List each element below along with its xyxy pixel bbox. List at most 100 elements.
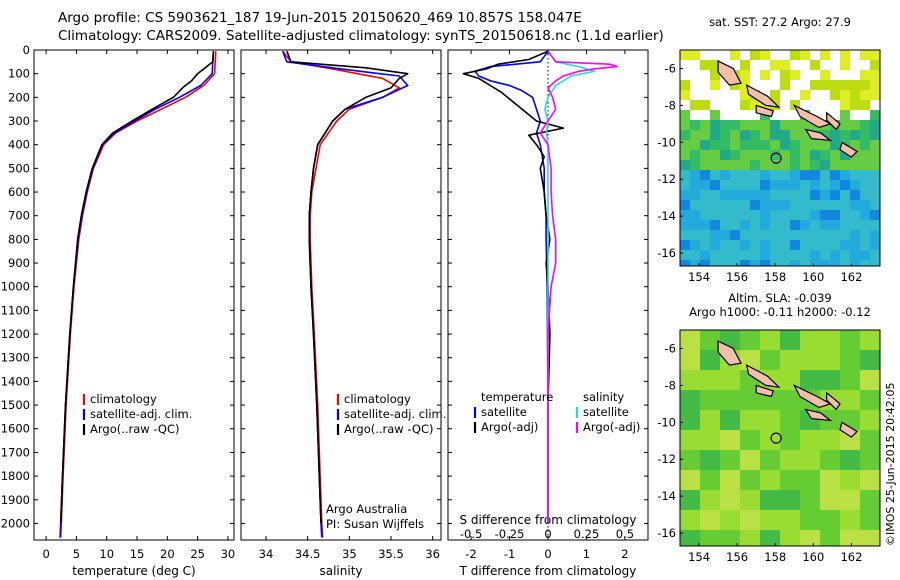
sst-map-cell [790, 120, 800, 130]
sst-map-cell [840, 160, 850, 170]
sst-map-cell [730, 120, 740, 130]
sla-map-cell [760, 530, 780, 546]
header-line-1: Argo profile: CS 5903621_187 19-Jun-2015… [58, 10, 582, 26]
sst-map-cell [800, 140, 810, 150]
sst-map-y-tick-label: -16 [657, 246, 676, 260]
sst-map-cell [740, 140, 750, 150]
sst-map-cell [680, 210, 690, 220]
y-tick-label: 1700 [1, 445, 30, 459]
sst-map-cell [810, 60, 820, 70]
sst-map-cell [720, 250, 730, 260]
sst-map-island [755, 104, 775, 118]
sst-map-cell [740, 260, 750, 266]
y-tick-label: 0 [23, 43, 30, 57]
difference-xlabel: T difference from climatology [459, 564, 637, 578]
sst-map-cell [730, 80, 740, 90]
sst-map-cell [790, 230, 800, 240]
sst-map-cell [850, 250, 860, 260]
sst-map-cell [730, 160, 740, 170]
sst-map-cell [700, 160, 710, 170]
sst-map-cell [860, 70, 870, 80]
sst-map-cell [700, 150, 710, 160]
sst-map-cell [760, 70, 770, 80]
sst-map-cell [750, 230, 760, 240]
sst-map-cell [780, 150, 790, 160]
sst-map-cell [680, 220, 690, 230]
sst-map-cell [820, 80, 830, 90]
x-tick-label: 15 [130, 547, 145, 561]
sla-map-cell [860, 490, 880, 510]
sst-map-cell [730, 230, 740, 240]
sst-map-cell [780, 260, 790, 266]
sst-map-cell [860, 210, 870, 220]
sst-map-cell [760, 50, 770, 60]
sst-map-cell [840, 180, 850, 190]
sst-map-cell [870, 220, 880, 230]
sst-map-cell [690, 230, 700, 240]
sst-map-cell [780, 160, 790, 170]
sst-map-title: sat. SST: 27.2 Argo: 27.9 [709, 15, 851, 29]
y-tick-label: 1200 [1, 327, 30, 341]
sla-map-island [792, 384, 833, 409]
sst-map-cell [780, 170, 790, 180]
sla-map-cell [760, 430, 780, 450]
sst-map-cell [680, 120, 690, 130]
sst-map-cell [820, 140, 830, 150]
sla-map-cell [820, 470, 840, 490]
x-tick-label: -2 [465, 547, 476, 561]
sst-map-cell [790, 160, 800, 170]
sla-map-cell [740, 490, 760, 510]
sst-map-cell [790, 250, 800, 260]
sla-map-y-tick-label: -12 [657, 452, 676, 466]
sst-map-cell [850, 90, 860, 100]
sst-map-cell [800, 160, 810, 170]
sst-map-cell [700, 210, 710, 220]
sla-map-cell [840, 470, 860, 490]
sst-map-cell [680, 80, 690, 90]
sst-map-cell [680, 230, 690, 240]
sst-map-cell [750, 240, 760, 250]
sst-map-cell [710, 190, 720, 200]
sst-map-cell [800, 90, 810, 100]
sla-map-cell [760, 330, 780, 350]
sst-map-cell [770, 230, 780, 240]
sst-map-cell [730, 150, 740, 160]
sst-map-cell [740, 240, 750, 250]
difference-legend-3-label: Argo(-adj) [583, 420, 640, 434]
sst-map-cell [840, 80, 850, 90]
sla-map-cell [780, 370, 800, 390]
sst-map-cell [720, 230, 730, 240]
sst-map-cell [780, 190, 790, 200]
sst-map-cell [730, 210, 740, 220]
sla-map-cell [840, 350, 860, 370]
sst-map-cell [770, 210, 780, 220]
sst-map-cell [760, 180, 770, 190]
sst-map-cell [780, 80, 790, 90]
difference-legend-0-label: satellite [481, 405, 527, 419]
sla-map-cell [780, 450, 800, 470]
sst-map-cell [740, 190, 750, 200]
temperature-legend-0-label: climatology [90, 392, 157, 406]
sst-map-cell [690, 120, 700, 130]
sla-map-cell [800, 330, 820, 350]
sla-map-cell [860, 410, 880, 430]
sst-map-cell [820, 190, 830, 200]
difference-legend-1-label: Argo(-adj) [481, 420, 538, 434]
sst-map-cell [850, 200, 860, 210]
sst-map-cell [760, 250, 770, 260]
sst-map-cell [710, 170, 720, 180]
sst-map-cell [870, 180, 880, 190]
y-tick-label: 800 [8, 232, 30, 246]
sst-map-cell [840, 200, 850, 210]
sst-map-cell [690, 150, 700, 160]
difference-s-tick-label: -0.5 [460, 527, 482, 541]
sla-map-cell [780, 350, 800, 370]
sst-map-cell [830, 80, 840, 90]
sst-map-cell [750, 210, 760, 220]
sla-map-cell [860, 390, 880, 410]
sst-map-cell [870, 80, 880, 90]
sst-map-cell [760, 230, 770, 240]
sst-map-island [839, 141, 859, 158]
sst-map-cell [790, 70, 800, 80]
sst-map-cell [730, 250, 740, 260]
